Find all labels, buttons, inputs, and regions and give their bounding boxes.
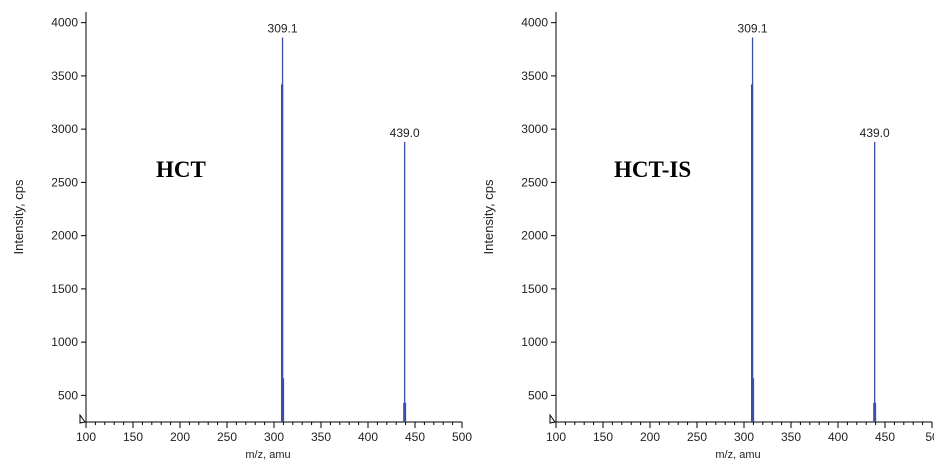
chart1-ytick-label-1: 1000 — [51, 335, 78, 349]
chart1-peak-label-1: 309.1 — [268, 22, 298, 36]
chart2-xtick-label-8: 50 — [925, 430, 934, 444]
chart2-ytick-label-5: 3000 — [521, 122, 548, 136]
chart2-peak-label-4: 439.0 — [860, 126, 890, 140]
chart1-xtick-label-6: 400 — [358, 430, 378, 444]
chart1-xtick-label-1: 150 — [123, 430, 143, 444]
chart1-ytick-label-7: 4000 — [51, 16, 78, 30]
chart1-xtick-label-8: 500 — [452, 430, 472, 444]
chart2-ytick-label-0: 500 — [528, 388, 548, 402]
chart2-x-axis-label: m/z, amu — [715, 449, 760, 461]
chart1-y-axis-label: Intensity, cps — [11, 179, 26, 254]
chart2-peak-label-1: 309.1 — [738, 22, 768, 36]
chart2-ytick-label-7: 4000 — [521, 16, 548, 30]
chart1-peak-label-4: 439.0 — [390, 126, 420, 140]
chart2-ytick-label-2: 1500 — [521, 282, 548, 296]
chart2-xtick-label-4: 300 — [734, 430, 754, 444]
chart1-ytick-label-2: 1500 — [51, 282, 78, 296]
chart2-xtick-label-0: 100 — [546, 430, 566, 444]
chart2-xtick-label-6: 400 — [828, 430, 848, 444]
chart1-ytick-label-0: 500 — [58, 388, 78, 402]
chart2-xtick-label-3: 250 — [687, 430, 707, 444]
chart1-ytick-label-3: 2000 — [51, 229, 78, 243]
chart1-origin-marker — [79, 413, 86, 424]
chart1-ytick-label-5: 3000 — [51, 122, 78, 136]
chart1: 500 1000 1500 2000 2500 3000 3500 4000 100 150 200… — [11, 12, 472, 461]
chart2-xtick-label-2: 200 — [640, 430, 660, 444]
chart2-ytick-label-6: 3500 — [521, 69, 548, 83]
chart2-xtick-label-1: 150 — [593, 430, 613, 444]
chart2: 500 1000 1500 2000 2500 3000 3500 4000 100 150 200… — [481, 12, 934, 461]
chart1-xtick-label-7: 450 — [405, 430, 425, 444]
chart1-x-axis-label: m/z, amu — [245, 449, 290, 461]
chart1-xtick-label-4: 300 — [264, 430, 284, 444]
chart1-xtick-label-5: 350 — [311, 430, 331, 444]
chart2-origin-marker — [549, 413, 556, 424]
chart1-xtick-label-2: 200 — [170, 430, 190, 444]
chart2-ytick-label-3: 2000 — [521, 229, 548, 243]
chart2-ytick-label-1: 1000 — [521, 335, 548, 349]
chart1-annotation: HCT — [156, 157, 206, 182]
chart1-xtick-label-3: 250 — [217, 430, 237, 444]
chart2-annotation: HCT-IS — [614, 157, 691, 182]
chart2-xtick-label-5: 350 — [781, 430, 801, 444]
chart2-xtick-label-7: 450 — [875, 430, 895, 444]
chart1-xtick-label-0: 100 — [76, 430, 96, 444]
chart2-y-axis-label: Intensity, cps — [481, 179, 496, 254]
chart1-ytick-label-6: 3500 — [51, 69, 78, 83]
chart2-ytick-label-4: 2500 — [521, 175, 548, 189]
chart1-ytick-label-4: 2500 — [51, 175, 78, 189]
